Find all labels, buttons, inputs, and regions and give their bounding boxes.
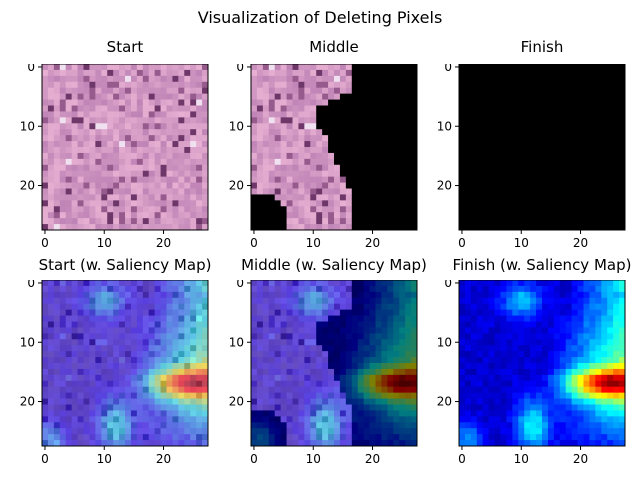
x-tick-label: 0 — [250, 452, 258, 466]
panel-title: Start (w. Saliency Map) — [38, 256, 212, 274]
heatmap-cells — [251, 64, 418, 231]
x-tick-label: 10 — [97, 452, 112, 466]
axes-frame — [41, 280, 209, 447]
y-tick-label: 20 — [229, 179, 244, 193]
y-tick-label: 0 — [27, 280, 35, 290]
y-tick-label: 0 — [444, 280, 452, 290]
y-tick-label: 20 — [20, 179, 35, 193]
x-tick-label: 10 — [306, 236, 321, 250]
x-tick-label: 20 — [365, 236, 380, 250]
x-tick-label: 10 — [306, 452, 321, 466]
x-tick-label: 20 — [156, 236, 171, 250]
x-tick-label: 10 — [514, 236, 529, 250]
y-tick-label: 0 — [236, 280, 244, 290]
y-tick-label: 20 — [229, 395, 244, 409]
x-tick-label: 0 — [41, 452, 49, 466]
axes-frame — [458, 64, 626, 231]
y-tick-label: 10 — [437, 119, 452, 133]
x-tick-label: 0 — [458, 236, 466, 250]
x-tick-label: 0 — [41, 236, 49, 250]
y-tick-label: 0 — [444, 64, 452, 74]
x-tick-label: 20 — [156, 452, 171, 466]
y-tick-label: 0 — [27, 64, 35, 74]
axes-frame — [250, 64, 418, 231]
axes-frame — [250, 280, 418, 447]
panel-title: Start — [106, 38, 144, 56]
heatmap-cells — [42, 64, 209, 231]
heatmap-panel: 0 10 20 0 10 20 — [20, 280, 209, 466]
y-tick-label: 0 — [236, 64, 244, 74]
heatmap-panel: 0 10 20 0 10 20 — [437, 64, 626, 250]
x-tick-label: 20 — [365, 452, 380, 466]
heatmap-panel: 0 10 20 0 10 20 — [229, 64, 418, 250]
heatmap-cells — [42, 280, 209, 447]
y-tick-label: 20 — [20, 395, 35, 409]
y-tick-label: 10 — [437, 335, 452, 349]
y-tick-label: 20 — [437, 395, 452, 409]
heatmap-cells — [459, 64, 626, 231]
heatmap-panel: 0 10 20 0 10 20 — [20, 64, 209, 250]
x-tick-label: 20 — [573, 452, 588, 466]
panel-title: Finish (w. Saliency Map) — [452, 256, 632, 274]
x-tick-label: 10 — [97, 236, 112, 250]
x-tick-label: 0 — [250, 236, 258, 250]
heatmap-cells — [251, 280, 418, 447]
x-tick-label: 10 — [514, 452, 529, 466]
heatmap-cells — [459, 280, 626, 447]
axes-frame — [41, 64, 209, 231]
y-tick-label: 10 — [229, 335, 244, 349]
x-tick-label: 0 — [458, 452, 466, 466]
panel-title: Middle (w. Saliency Map) — [241, 256, 427, 274]
heatmap-panel: 0 10 20 0 10 20 — [229, 280, 418, 466]
y-tick-label: 10 — [229, 119, 244, 133]
y-tick-label: 20 — [437, 179, 452, 193]
panel-title: Middle — [309, 38, 359, 56]
x-tick-label: 20 — [573, 236, 588, 250]
y-tick-label: 10 — [20, 119, 35, 133]
panel-title: Finish — [520, 38, 564, 56]
heatmap-panel: 0 10 20 0 10 20 — [437, 280, 626, 466]
axes-frame — [458, 280, 626, 447]
figure-suptitle: Visualization of Deleting Pixels — [197, 8, 443, 27]
y-tick-label: 10 — [20, 335, 35, 349]
